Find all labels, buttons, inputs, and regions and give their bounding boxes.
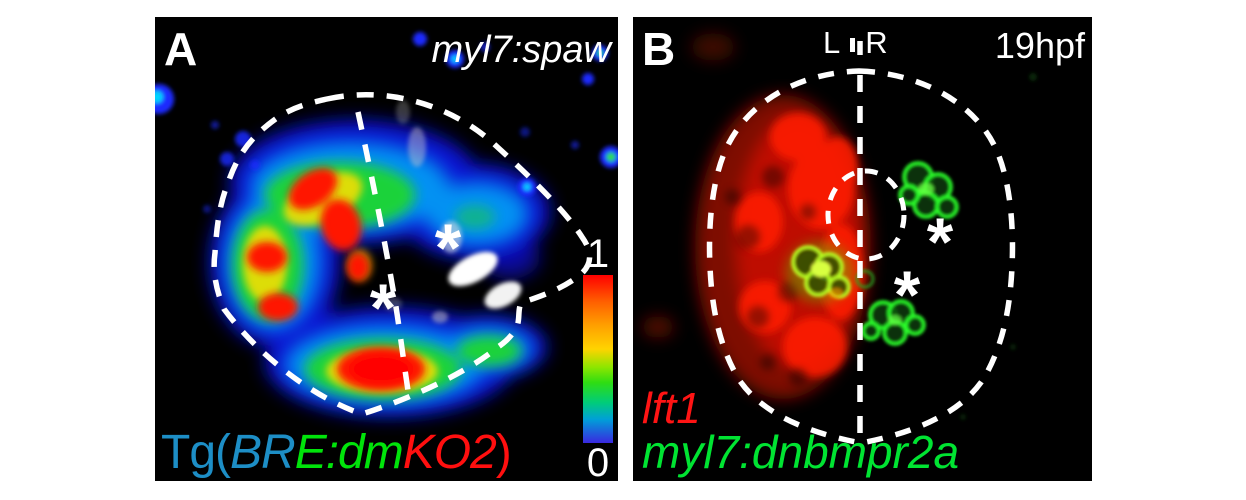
reporter-seg-ko2: KO2 bbox=[402, 426, 497, 479]
right-marker: R bbox=[865, 25, 888, 60]
panel-b-label: B bbox=[642, 23, 676, 75]
midline-dashed bbox=[355, 111, 412, 398]
colorbar-max-label: 1 bbox=[586, 232, 610, 276]
heart-disc-outline-dashed bbox=[706, 68, 1016, 446]
panel-a-microscopy-art: * * bbox=[155, 32, 618, 417]
panel-a: * * A myl7:spaw Tg(BRE:dmKO2) 1 0 bbox=[155, 17, 618, 481]
green-clone-cells bbox=[786, 73, 1037, 420]
central-circle-dashed bbox=[825, 168, 907, 262]
left-marker: L bbox=[823, 25, 841, 60]
reporter-seg-suffix: ) bbox=[495, 426, 512, 479]
red-expression-blob bbox=[642, 33, 871, 399]
lft1-label: lft1 bbox=[642, 384, 701, 433]
myl7-dnbmpr2a-label: myl7:dnbmpr2a bbox=[642, 426, 960, 478]
panel-b-microscopy-art: * * bbox=[642, 33, 1037, 446]
asterisk-lower-right: * bbox=[894, 257, 921, 333]
asterisk-center: * bbox=[370, 270, 397, 346]
panel-a-label: A bbox=[164, 23, 198, 75]
colorbar-min-label: 0 bbox=[586, 441, 610, 481]
asterisk-right: * bbox=[435, 210, 462, 286]
heatmap-speckles bbox=[155, 32, 618, 213]
heatmap-colorbar bbox=[583, 275, 613, 443]
reporter-seg-bre: BR bbox=[230, 426, 296, 479]
reporter-transgene-label: Tg(BRE:dmKO2) bbox=[161, 426, 512, 479]
heatmap-red-hotspots bbox=[247, 168, 425, 391]
panel-b: * * B L R 19hpf lft1 myl7:dnbmpr2a bbox=[633, 17, 1092, 481]
left-right-markers: L R bbox=[823, 27, 888, 58]
reporter-seg-mid: E:dm bbox=[294, 426, 404, 479]
stage-label: 19hpf bbox=[994, 25, 1085, 66]
midline-tick-marker bbox=[850, 38, 856, 52]
white-saturated-cells bbox=[384, 100, 522, 323]
myl7-spaw-label: myl7:spaw bbox=[431, 29, 612, 71]
reporter-seg-prefix: Tg( bbox=[161, 426, 231, 479]
asterisk-upper-right: * bbox=[927, 204, 954, 280]
